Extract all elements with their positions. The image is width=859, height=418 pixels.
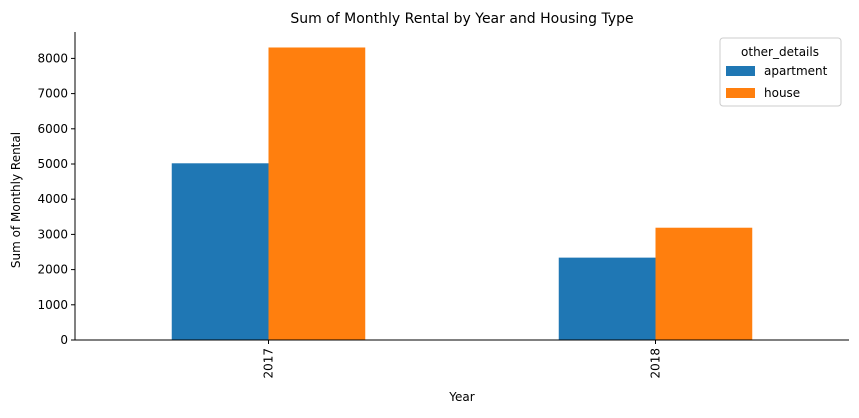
y-tick-label: 7000 [37, 87, 68, 101]
bars-group [171, 47, 753, 340]
y-tick-label: 6000 [37, 122, 68, 136]
bar-house-2018 [655, 227, 753, 340]
y-tick-label: 3000 [37, 227, 68, 241]
y-axis-label: Sum of Monthly Rental [9, 132, 23, 268]
bar-apartment-2017 [171, 163, 269, 340]
y-axis-ticks: 0 1000 2000 3000 4000 5000 6000 7000 8000 [37, 51, 75, 347]
y-tick-label: 8000 [37, 51, 68, 65]
legend-label-apartment: apartment [764, 64, 828, 78]
legend-label-house: house [764, 86, 800, 100]
x-tick-label: 2017 [262, 348, 276, 379]
y-tick-label: 4000 [37, 192, 68, 206]
legend-swatch-house [726, 88, 755, 98]
y-tick-label: 0 [60, 333, 68, 347]
x-axis-label: Year [448, 390, 474, 404]
y-tick-label: 2000 [37, 263, 68, 277]
x-axis-ticks: 2017 2018 [262, 340, 663, 379]
legend-title: other_details [741, 45, 819, 59]
legend-swatch-apartment [726, 66, 755, 76]
chart-title: Sum of Monthly Rental by Year and Housin… [290, 11, 633, 27]
y-tick-label: 1000 [37, 298, 68, 312]
legend-items: apartment house [726, 64, 828, 100]
legend: other_details apartment house [719, 37, 842, 107]
bar-house-2017 [268, 47, 366, 340]
bar-apartment-2018 [558, 257, 656, 340]
y-tick-label: 5000 [37, 157, 68, 171]
x-tick-label: 2018 [649, 348, 663, 379]
